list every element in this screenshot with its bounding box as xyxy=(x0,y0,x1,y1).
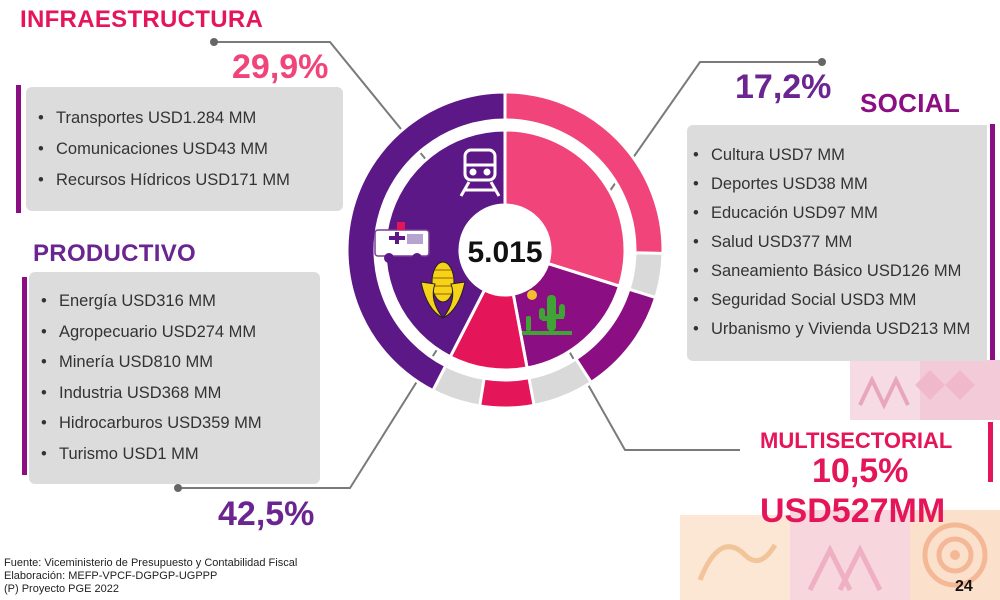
multisectorial-accent-bar xyxy=(988,422,993,482)
social-title: SOCIAL xyxy=(860,88,961,118)
list-item: Energía USD316 MM xyxy=(35,286,312,317)
center-total: 5.015 xyxy=(467,236,542,269)
infraestructura-title: INFRAESTRUCTURA xyxy=(20,6,264,33)
list-item: Cultura USD7 MM xyxy=(687,141,981,170)
infraestructura-pct: 29,9% xyxy=(232,48,329,86)
productivo-accent-bar xyxy=(22,277,27,475)
multisectorial-amount: USD527MM xyxy=(760,492,946,530)
productivo-title: PRODUCTIVO xyxy=(33,240,197,267)
cactus-icon xyxy=(522,290,572,335)
list-item: Minería USD810 MM xyxy=(35,347,312,378)
multisectorial-pct: 10,5% xyxy=(812,452,909,490)
social-pct: 17,2% xyxy=(735,68,832,106)
train-icon xyxy=(459,148,501,197)
outer-ring xyxy=(345,90,665,410)
social-accent-bar xyxy=(990,124,995,360)
list-item: Educación USD97 MM xyxy=(687,199,981,228)
social-box: Cultura USD7 MM Deportes USD38 MM Educac… xyxy=(687,125,987,361)
list-item: Industria USD368 MM xyxy=(35,378,312,409)
slice-social xyxy=(511,261,622,370)
footer-elaboration: Elaboración: MEFP-VPCF-DGPGP-UGPPP xyxy=(4,570,218,582)
infraestructura-box: Transportes USD1.284 MM Comunicaciones U… xyxy=(26,87,343,211)
outer-segment-productivo xyxy=(345,90,507,393)
list-item: Urbanismo y Vivienda USD213 MM xyxy=(687,315,981,344)
dot-social-end xyxy=(818,58,826,66)
list-item: Seguridad Social USD3 MM xyxy=(687,286,981,315)
footer-source: Fuente: Viceministerio de Presupuesto y … xyxy=(4,557,298,569)
inner-ring xyxy=(383,128,627,372)
dot-prod-end xyxy=(174,484,182,492)
list-item: Recursos Hídricos USD171 MM xyxy=(32,165,335,196)
footer: Fuente: Viceministerio de Presupuesto y … xyxy=(4,557,297,596)
outer-segment-social xyxy=(573,287,658,385)
list-item: Transportes USD1.284 MM xyxy=(32,103,335,134)
list-item: Turismo USD1 MM xyxy=(35,439,312,470)
footer-project: (P) Proyecto PGE 2022 xyxy=(4,583,119,595)
page-number: 24 xyxy=(955,578,973,595)
productivo-pct: 42,5% xyxy=(218,495,315,533)
ambulance-icon xyxy=(374,222,430,263)
outer-segment-infraestructura xyxy=(503,90,665,255)
list-item: Deportes USD38 MM xyxy=(687,170,981,199)
list-item: Hidrocarburos USD359 MM xyxy=(35,408,312,439)
decorative-pattern xyxy=(680,360,1000,600)
list-item: Salud USD377 MM xyxy=(687,228,981,257)
productivo-box: Energía USD316 MM Agropecuario USD274 MM… xyxy=(29,272,320,484)
outer-segment-multisectorial xyxy=(477,376,536,410)
corn-icon xyxy=(420,261,466,319)
list-item: Comunicaciones USD43 MM xyxy=(32,134,335,165)
list-item: Agropecuario USD274 MM xyxy=(35,317,312,348)
infraestructura-accent-bar xyxy=(16,85,21,213)
social-list: Cultura USD7 MM Deportes USD38 MM Educac… xyxy=(687,141,981,344)
center-disc xyxy=(460,205,550,295)
productivo-list: Energía USD316 MM Agropecuario USD274 MM… xyxy=(35,286,312,469)
multisectorial-title: MULTISECTORIAL xyxy=(760,428,953,453)
infraestructura-list: Transportes USD1.284 MM Comunicaciones U… xyxy=(32,103,335,196)
list-item: Saneamiento Básico USD126 MM xyxy=(687,257,981,286)
dot-infra-end xyxy=(210,38,218,46)
